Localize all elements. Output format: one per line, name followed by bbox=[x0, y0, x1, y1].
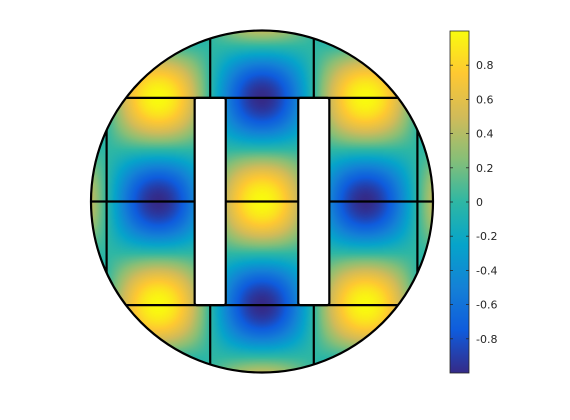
colorbar-tick-label: 0.8 bbox=[476, 59, 494, 72]
colorbar-ticks: 0.8 0.6 0.4 0.2 0 -0.2 -0.4 -0.6 -0.8 bbox=[450, 59, 497, 346]
colorbar-tick-label: 0.2 bbox=[476, 162, 494, 175]
colorbar-tick-label: 0.6 bbox=[476, 93, 494, 106]
domain-boundary bbox=[89, 29, 435, 374]
colorbar-tick-label: -0.6 bbox=[476, 299, 497, 312]
colorbar-tick-label: 0.4 bbox=[476, 128, 494, 141]
colorbar-frame bbox=[449, 30, 470, 374]
plot-area bbox=[89, 29, 435, 374]
hole-rect bbox=[193, 96, 227, 307]
heatmap-field bbox=[91, 30, 433, 373]
hole-rect bbox=[297, 96, 331, 307]
holes bbox=[193, 96, 331, 307]
colorbar-tick-label: -0.8 bbox=[476, 333, 497, 346]
colorbar-tick-label: 0 bbox=[476, 196, 483, 209]
colorbar: 0.8 0.6 0.4 0.2 0 -0.2 -0.4 -0.6 -0.8 bbox=[449, 30, 497, 374]
colorbar-tick-label: -0.4 bbox=[476, 264, 497, 277]
colorbar-gradient bbox=[450, 31, 469, 373]
colorbar-tick-label: -0.2 bbox=[476, 230, 497, 243]
